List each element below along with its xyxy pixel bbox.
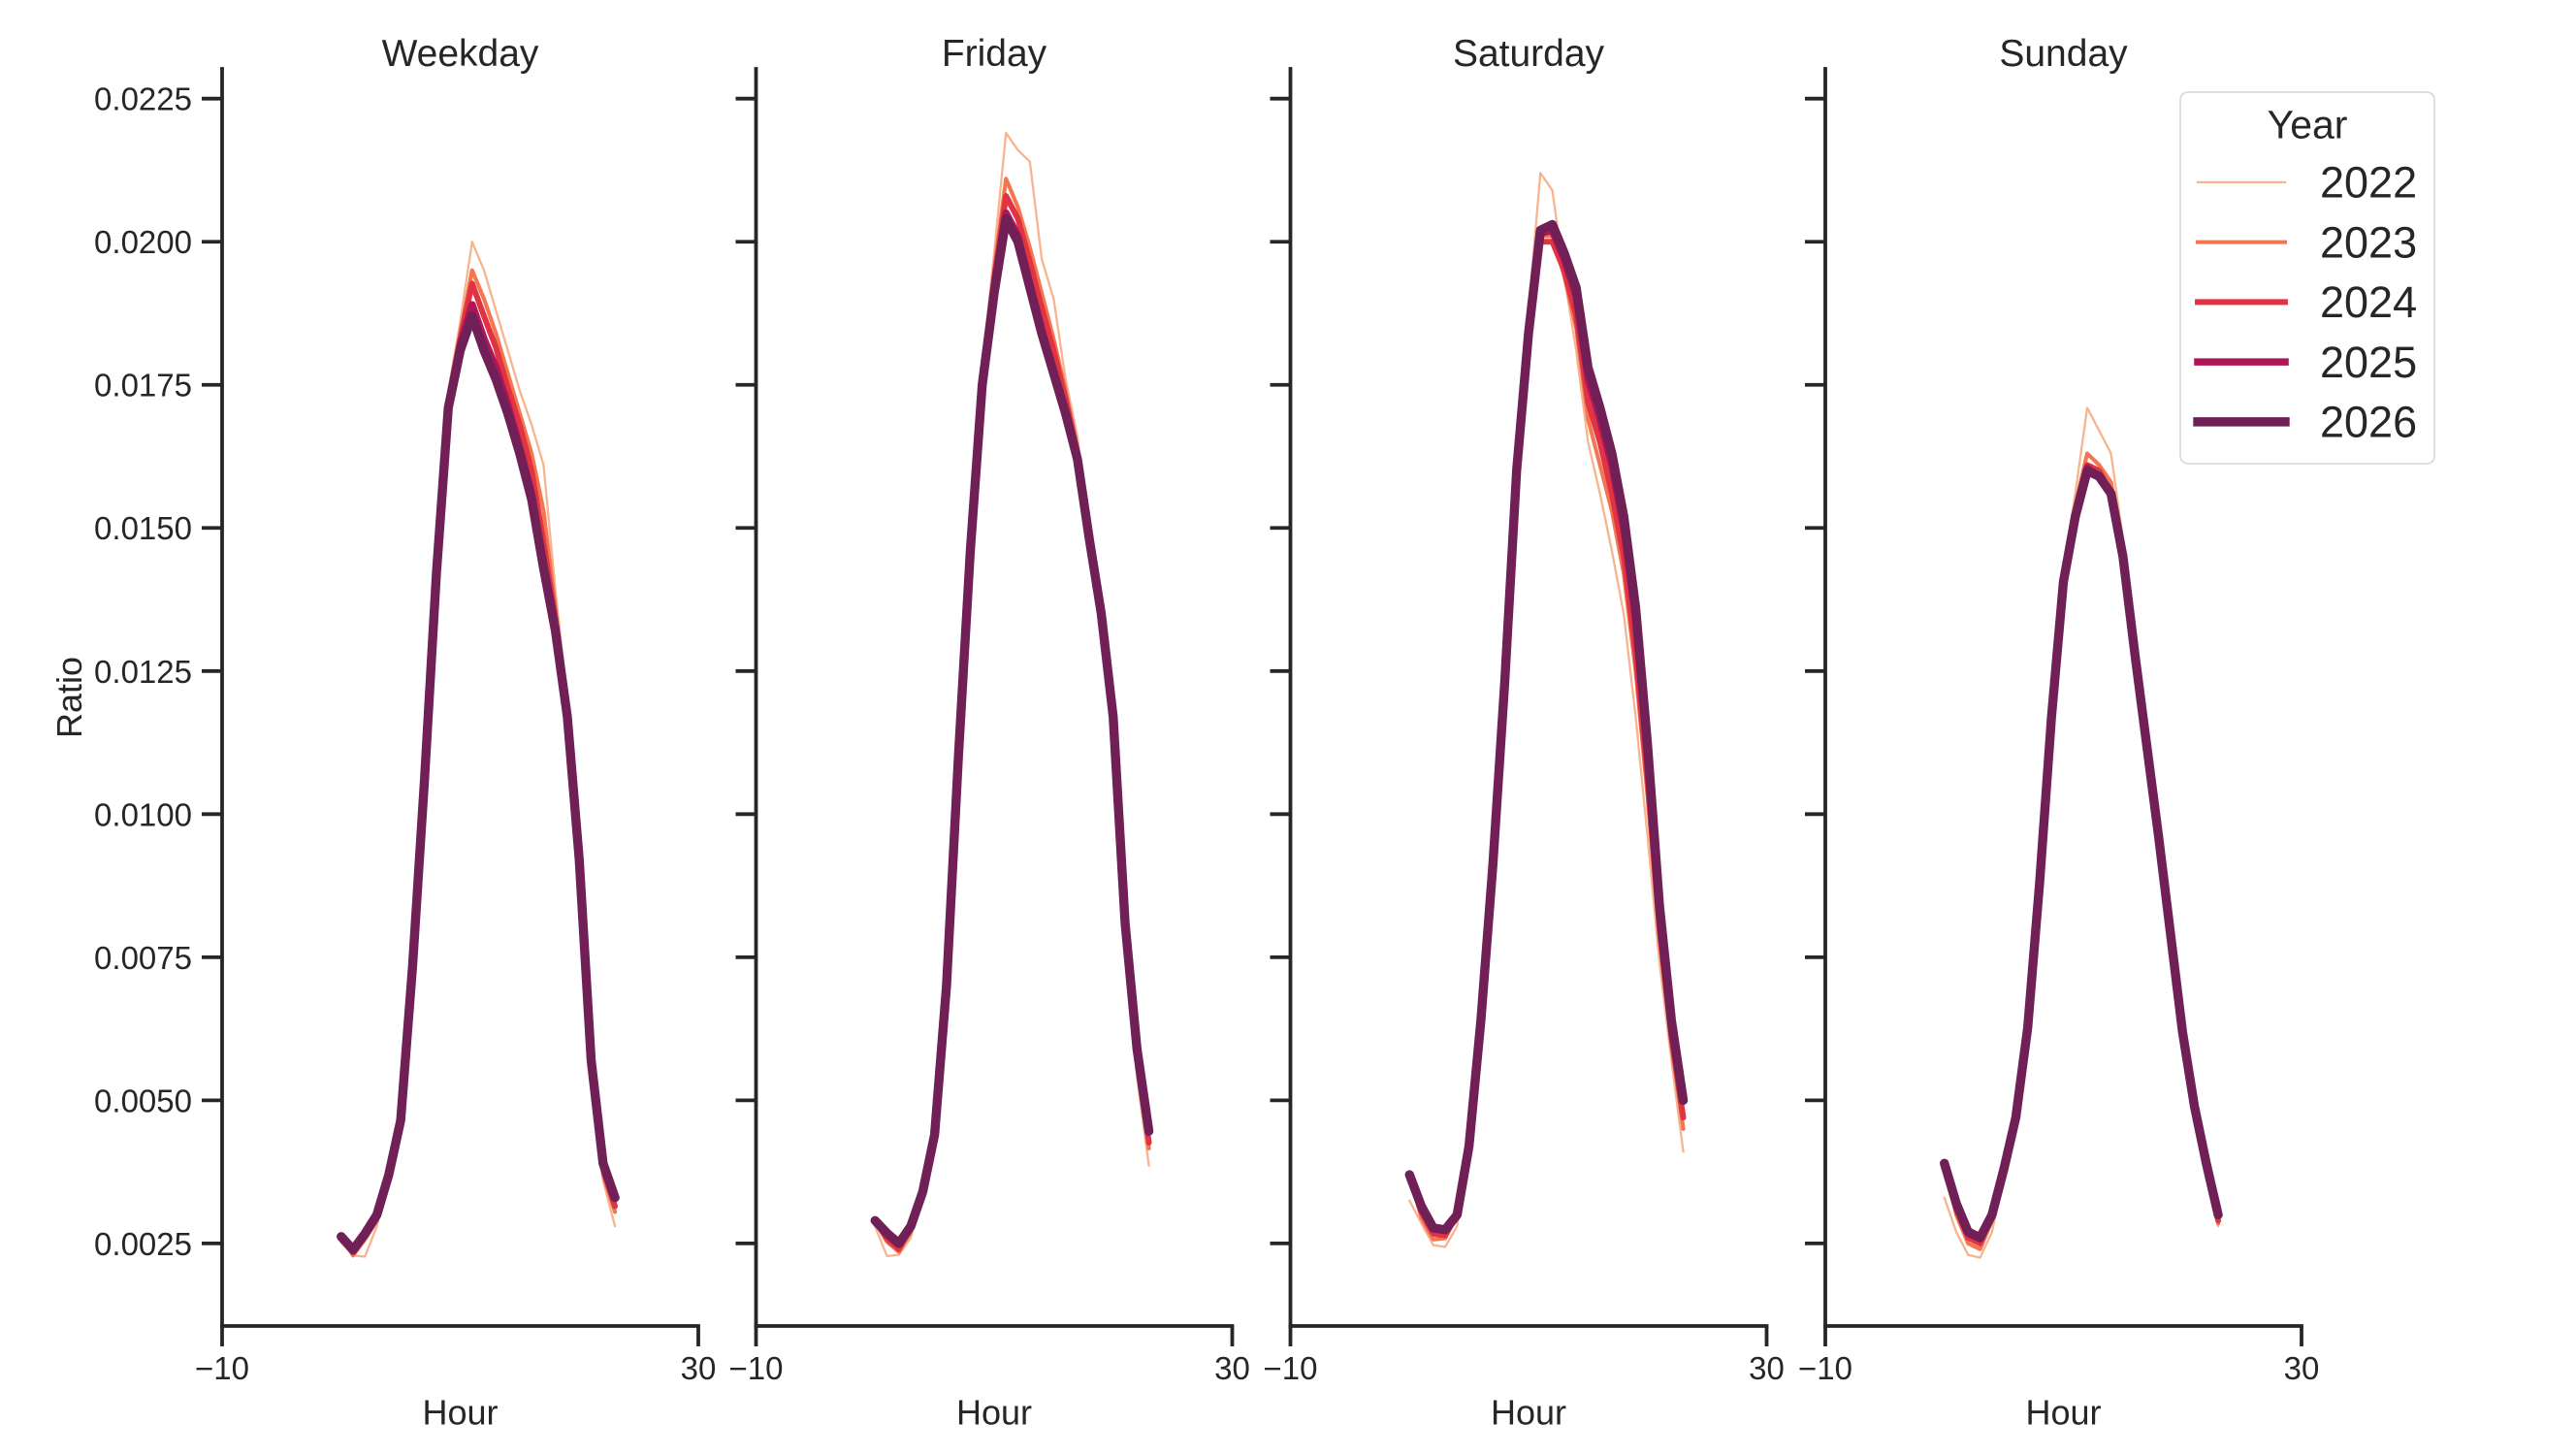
svg-text:2026: 2026 — [2320, 398, 2417, 447]
svg-text:2024: 2024 — [2320, 277, 2417, 327]
svg-text:0.0050: 0.0050 — [94, 1083, 192, 1118]
svg-text:0.0225: 0.0225 — [94, 81, 192, 117]
svg-text:30: 30 — [1749, 1350, 1785, 1386]
svg-text:30: 30 — [2284, 1350, 2320, 1386]
svg-text:2023: 2023 — [2320, 217, 2417, 267]
svg-text:Sunday: Sunday — [1999, 33, 2128, 75]
svg-text:Ratio: Ratio — [49, 657, 89, 738]
svg-text:0.0025: 0.0025 — [94, 1226, 192, 1262]
svg-text:0.0100: 0.0100 — [94, 796, 192, 832]
svg-text:30: 30 — [1214, 1350, 1250, 1386]
svg-text:Year: Year — [2268, 103, 2348, 147]
svg-text:0.0125: 0.0125 — [94, 654, 192, 690]
svg-text:Hour: Hour — [956, 1393, 1032, 1433]
svg-text:−10: −10 — [1264, 1350, 1318, 1386]
svg-text:Hour: Hour — [422, 1393, 498, 1433]
svg-text:0.0150: 0.0150 — [94, 510, 192, 546]
svg-text:0.0175: 0.0175 — [94, 368, 192, 404]
svg-text:2022: 2022 — [2320, 158, 2417, 208]
svg-text:Friday: Friday — [942, 33, 1047, 75]
svg-text:30: 30 — [681, 1350, 717, 1386]
svg-text:0.0200: 0.0200 — [94, 224, 192, 260]
svg-text:−10: −10 — [195, 1350, 249, 1386]
svg-text:−10: −10 — [1798, 1350, 1852, 1386]
svg-text:−10: −10 — [729, 1350, 784, 1386]
svg-text:Weekday: Weekday — [382, 33, 539, 75]
svg-text:Hour: Hour — [1491, 1393, 1566, 1433]
svg-text:Hour: Hour — [2025, 1393, 2101, 1433]
svg-text:0.0075: 0.0075 — [94, 940, 192, 976]
svg-text:Saturday: Saturday — [1453, 33, 1605, 75]
svg-text:2025: 2025 — [2320, 338, 2417, 387]
